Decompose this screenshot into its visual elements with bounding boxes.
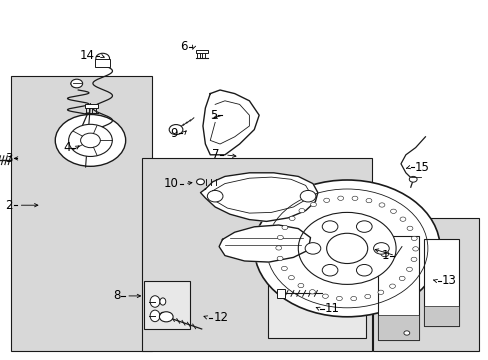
Bar bbox=[276, 289, 284, 298]
Text: 4: 4 bbox=[63, 141, 70, 154]
Ellipse shape bbox=[390, 209, 396, 213]
Ellipse shape bbox=[410, 236, 416, 240]
Ellipse shape bbox=[254, 180, 439, 317]
Ellipse shape bbox=[71, 79, 82, 88]
Text: 10: 10 bbox=[164, 177, 179, 190]
Bar bbox=[372, 218, 478, 351]
Text: 1: 1 bbox=[381, 249, 388, 262]
Ellipse shape bbox=[322, 221, 337, 232]
Ellipse shape bbox=[207, 190, 223, 202]
Bar bbox=[377, 236, 418, 340]
Text: 14: 14 bbox=[80, 49, 95, 62]
Ellipse shape bbox=[364, 294, 370, 299]
Text: 6: 6 bbox=[180, 40, 187, 53]
Bar bbox=[423, 239, 458, 326]
Ellipse shape bbox=[350, 296, 356, 301]
Ellipse shape bbox=[196, 179, 204, 185]
Ellipse shape bbox=[81, 133, 100, 148]
Text: 12: 12 bbox=[213, 311, 228, 324]
Ellipse shape bbox=[323, 198, 329, 202]
Ellipse shape bbox=[336, 296, 342, 301]
Polygon shape bbox=[219, 225, 310, 262]
Bar bbox=[142, 158, 371, 351]
Ellipse shape bbox=[337, 196, 343, 201]
Ellipse shape bbox=[159, 312, 173, 322]
Ellipse shape bbox=[377, 290, 383, 294]
Ellipse shape bbox=[398, 276, 404, 280]
Ellipse shape bbox=[281, 266, 287, 271]
Ellipse shape bbox=[406, 226, 412, 230]
Ellipse shape bbox=[305, 243, 320, 254]
Ellipse shape bbox=[380, 251, 388, 257]
Ellipse shape bbox=[399, 217, 405, 221]
Ellipse shape bbox=[282, 225, 287, 230]
Ellipse shape bbox=[322, 265, 337, 276]
Ellipse shape bbox=[68, 124, 112, 157]
Bar bbox=[144, 281, 189, 329]
Ellipse shape bbox=[277, 235, 283, 240]
Text: 9: 9 bbox=[170, 127, 178, 140]
Ellipse shape bbox=[326, 233, 367, 264]
Text: 13: 13 bbox=[441, 274, 456, 287]
Bar bbox=[195, 50, 208, 53]
Ellipse shape bbox=[277, 256, 283, 261]
Bar bbox=[11, 76, 151, 351]
Text: 5: 5 bbox=[209, 109, 217, 122]
Text: 15: 15 bbox=[414, 161, 429, 174]
Bar bbox=[95, 59, 110, 67]
Ellipse shape bbox=[298, 208, 304, 213]
Ellipse shape bbox=[150, 310, 160, 322]
Text: 11: 11 bbox=[324, 302, 339, 315]
Ellipse shape bbox=[356, 221, 371, 232]
Text: 8: 8 bbox=[113, 289, 120, 302]
Ellipse shape bbox=[160, 298, 165, 305]
Bar bbox=[84, 104, 98, 108]
Ellipse shape bbox=[389, 284, 395, 288]
Ellipse shape bbox=[322, 294, 327, 298]
Ellipse shape bbox=[378, 203, 384, 207]
Text: 3: 3 bbox=[5, 152, 13, 165]
Ellipse shape bbox=[300, 190, 315, 202]
Ellipse shape bbox=[160, 312, 165, 320]
Bar bbox=[377, 315, 418, 340]
Ellipse shape bbox=[373, 243, 388, 254]
Ellipse shape bbox=[298, 212, 395, 284]
Ellipse shape bbox=[289, 216, 295, 221]
Polygon shape bbox=[200, 173, 317, 221]
Bar bbox=[267, 263, 365, 338]
Ellipse shape bbox=[288, 275, 294, 280]
Ellipse shape bbox=[408, 176, 416, 182]
Ellipse shape bbox=[309, 290, 315, 294]
Ellipse shape bbox=[412, 247, 418, 251]
Ellipse shape bbox=[351, 196, 357, 201]
Bar bbox=[423, 306, 458, 326]
Ellipse shape bbox=[275, 246, 281, 250]
Text: 2: 2 bbox=[5, 199, 13, 212]
Ellipse shape bbox=[55, 114, 125, 166]
Ellipse shape bbox=[406, 267, 411, 271]
Ellipse shape bbox=[310, 202, 316, 207]
Ellipse shape bbox=[366, 198, 371, 203]
Ellipse shape bbox=[410, 257, 416, 261]
Ellipse shape bbox=[96, 53, 109, 63]
Ellipse shape bbox=[403, 331, 409, 335]
Ellipse shape bbox=[169, 125, 183, 135]
Text: 7: 7 bbox=[211, 148, 219, 161]
Ellipse shape bbox=[297, 283, 303, 288]
Ellipse shape bbox=[150, 296, 160, 307]
Ellipse shape bbox=[356, 265, 371, 276]
